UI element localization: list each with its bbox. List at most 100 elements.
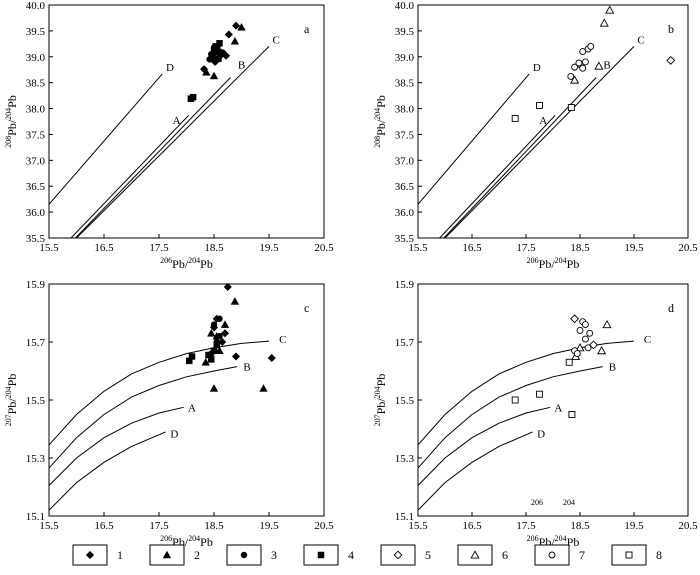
legend-marker-5: [393, 550, 403, 560]
x-tick-label: 15.5: [39, 520, 59, 532]
point-series-3: [216, 315, 223, 323]
curve-label-C: C: [272, 35, 279, 47]
x-tick-label: 17.5: [516, 242, 536, 254]
point-series-7: [573, 350, 581, 358]
curve-label-D: D: [537, 428, 545, 440]
y-tick-label: 38.0: [26, 104, 46, 116]
curve-label-D: D: [166, 62, 174, 74]
y-tick-label: 15.9: [26, 279, 46, 291]
point-series-5: [570, 314, 580, 324]
point-series-3: [216, 332, 223, 340]
y-tick-label: 15.7: [395, 337, 415, 349]
point-series-1: [223, 282, 232, 292]
plot-frame: [417, 283, 689, 517]
curve-D: [417, 73, 530, 205]
curve-C: [48, 340, 270, 446]
y-tick-label: 38.5: [26, 78, 46, 90]
legend-label: 8: [656, 548, 662, 562]
point-series-6: [570, 75, 580, 84]
point-series-2: [230, 36, 240, 45]
y-tick-label: 36.5: [395, 181, 415, 193]
y-tick-label: 40.0: [395, 0, 415, 12]
point-series-6: [599, 18, 609, 27]
y-tick-label: 15.9: [395, 279, 415, 291]
y-tick-label: 15.1: [26, 511, 45, 523]
x-tick-label: 18.5: [570, 242, 590, 254]
point-series-7: [581, 335, 589, 343]
legend-marker-4: [317, 551, 325, 559]
curve-D: [48, 431, 166, 511]
x-tick-label: 19.5: [259, 242, 279, 254]
point-series-5: [589, 340, 598, 350]
legend-label: 4: [348, 548, 354, 562]
y-axis-title: 208Pb/204Pb: [4, 95, 19, 148]
curve-label-D: D: [533, 62, 541, 74]
y-tick-label: 40.0: [26, 0, 46, 12]
y-tick-label: 36.0: [395, 207, 415, 219]
y-tick-label: 37.0: [395, 155, 415, 167]
point-series-6: [575, 343, 585, 352]
stray-labels: 206 204: [531, 498, 575, 507]
point-series-5: [666, 55, 676, 65]
y-tick-label: 38.0: [395, 104, 415, 116]
curve-A: [439, 114, 556, 239]
x-tick-label: 17.5: [149, 520, 169, 532]
legend-item-3: 3: [226, 544, 277, 566]
curve-A: [70, 114, 190, 239]
panel-c: 15.5 16.5 17.5 18.5 19.5 20.5 15.1 15.3 15.5 15.7…: [4, 279, 334, 549]
x-tick-label: 15.5: [408, 520, 428, 532]
x-tick-label: 19.5: [624, 242, 644, 254]
curve-A: [417, 406, 551, 486]
curve-C: [444, 46, 635, 239]
curve-B: [443, 77, 597, 239]
curve-B: [75, 77, 231, 239]
y-axis-title: 208Pb/204Pb: [373, 95, 388, 148]
point-series-8: [567, 104, 575, 111]
point-series-1: [224, 30, 234, 39]
point-series-4: [217, 50, 224, 57]
point-series-2: [201, 357, 210, 366]
curve-label-B: B: [238, 60, 245, 72]
curve-label-B: B: [243, 362, 250, 374]
stray-label: 206: [531, 498, 543, 507]
point-series-7: [586, 329, 594, 337]
y-tick-label: 39.5: [395, 26, 415, 38]
x-tick-label: 20.5: [678, 520, 698, 532]
x-tick-label: 20.5: [314, 520, 334, 532]
curve-label-D: D: [170, 428, 178, 440]
curve-label-B: B: [609, 362, 616, 374]
legend-item-5: 5: [380, 544, 431, 566]
point-series-2: [202, 67, 211, 76]
x-tick-label: 18.5: [204, 520, 224, 532]
point-series-6: [602, 319, 612, 329]
point-series-2: [259, 384, 268, 392]
y-axis-title: 207Pb/204Pb: [4, 374, 19, 427]
legend-label: 1: [117, 548, 123, 562]
panel-b: 15.5 16.5 17.5 18.5 19.5 20.5 35.5 36.0 36.5 37.0…: [373, 0, 698, 271]
point-series-2: [220, 320, 230, 328]
point-series-4: [189, 93, 197, 101]
y-tick-label: 37.5: [26, 129, 46, 141]
curve-A: [48, 406, 184, 486]
x-tick-label: 17.5: [149, 242, 169, 254]
point-series-2: [209, 384, 219, 392]
y-tick-label: 15.3: [26, 453, 46, 465]
x-tick-label: 16.5: [462, 520, 482, 532]
plot-frame: [48, 283, 325, 517]
legend-label: 2: [194, 548, 200, 562]
curve-label-C: C: [637, 35, 644, 47]
stray-label: 204: [563, 498, 575, 507]
panel-d: 15.5 16.5 17.5 18.5 19.5 20.5 15.1 15.3 15.5 15.7…: [373, 279, 698, 549]
y-tick-label: 37.5: [395, 129, 415, 141]
point-series-7: [581, 321, 589, 329]
x-tick-label: 20.5: [678, 242, 698, 254]
plot-frame: [48, 4, 325, 239]
point-series-7: [571, 63, 579, 71]
point-series-7: [575, 59, 583, 67]
curve-label-A: A: [173, 115, 181, 127]
curve-C: [76, 46, 270, 239]
point-series-2: [207, 328, 216, 337]
curve-label-B: B: [603, 60, 610, 72]
y-tick-label: 37.0: [26, 155, 46, 167]
